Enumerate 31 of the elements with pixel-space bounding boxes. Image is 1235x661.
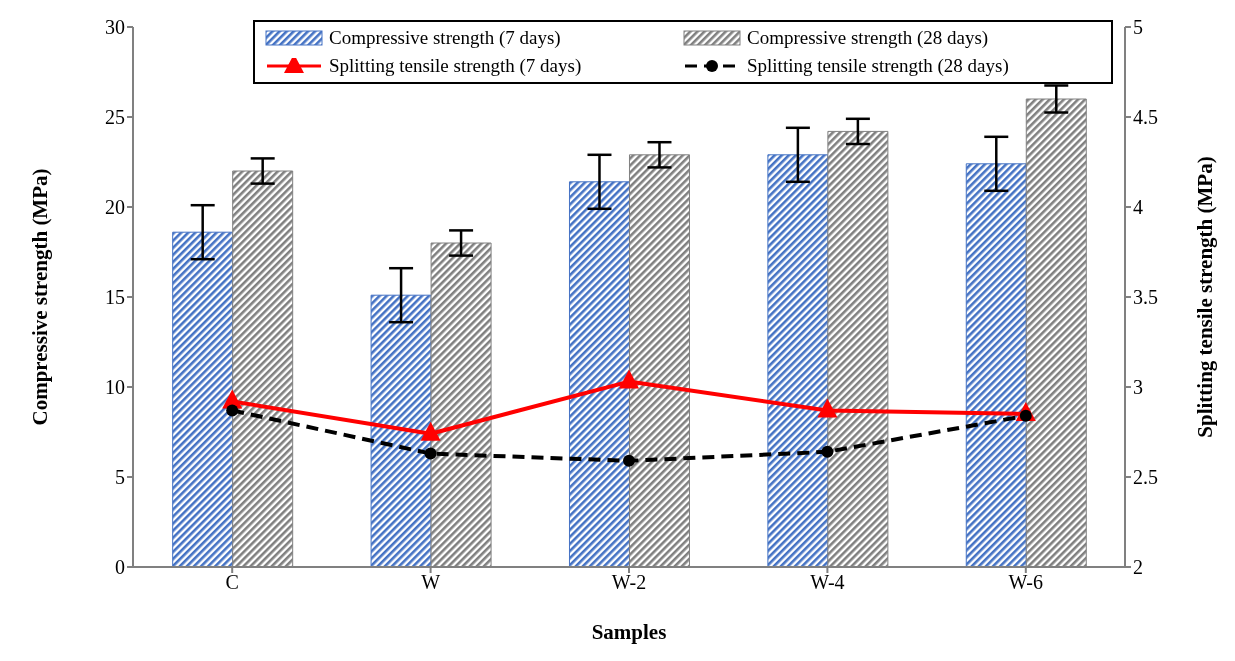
- bar: [965, 163, 1027, 567]
- bar: [370, 294, 432, 567]
- x-tick-label: C: [225, 571, 239, 594]
- y2-tick-label: 4.5: [1133, 106, 1158, 129]
- legend-label: Splitting tensile strength (28 days): [747, 55, 1009, 77]
- x-tick-label: W-6: [1008, 571, 1044, 594]
- y2-tick-label: 5: [1133, 16, 1143, 39]
- y-tick-label: 30: [105, 16, 125, 39]
- y2-axis-title: Splitting tensile strength (MPa): [1193, 156, 1218, 438]
- y-tick-label: 5: [115, 466, 125, 489]
- y-axis-title: Compressive strength (MPa): [28, 168, 53, 426]
- legend-label: Compressive strength (7 days): [329, 27, 561, 49]
- bar: [568, 181, 630, 567]
- y-tick-label: 20: [105, 196, 125, 219]
- x-tick-label: W: [421, 571, 441, 594]
- y2-tick-label: 2.5: [1133, 466, 1158, 489]
- bar: [172, 231, 234, 567]
- y-tick-label: 0: [115, 556, 125, 579]
- y2-tick-label: 4: [1133, 196, 1143, 219]
- y2-tick-label: 3: [1133, 376, 1143, 399]
- x-tick-label: W-4: [810, 571, 845, 594]
- y-tick-label: 15: [105, 286, 125, 309]
- bar: [767, 154, 829, 567]
- y2-tick-label: 3.5: [1133, 286, 1158, 309]
- y2-tick-label: 2: [1133, 556, 1143, 579]
- legend-label: Splitting tensile strength (7 days): [329, 55, 582, 77]
- x-axis-title: Samples: [591, 620, 667, 644]
- x-tick-label: W-2: [611, 571, 647, 594]
- legend-label: Compressive strength (28 days): [747, 27, 989, 49]
- y-tick-label: 25: [105, 106, 125, 129]
- y-tick-label: 10: [105, 376, 125, 399]
